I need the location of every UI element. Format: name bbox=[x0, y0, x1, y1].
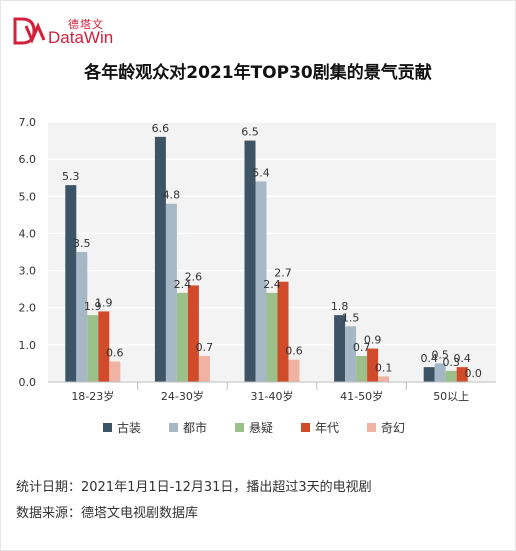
bar-古装-41-50岁 bbox=[334, 315, 346, 382]
data-label: 1.8 bbox=[331, 300, 349, 313]
bar-悬疑-31-40岁 bbox=[266, 292, 278, 382]
data-label: 6.5 bbox=[241, 126, 259, 139]
bar-都市-18-23岁 bbox=[76, 252, 88, 382]
data-label: 2.6 bbox=[185, 270, 203, 283]
bar-年代-31-40岁 bbox=[277, 281, 289, 382]
x-tick-label: 24-30岁 bbox=[161, 389, 204, 403]
y-tick-label: 7.0 bbox=[19, 116, 37, 129]
legend-label: 古装 bbox=[117, 420, 141, 435]
grid-layer bbox=[48, 121, 496, 383]
y-tick-label: 6.0 bbox=[19, 153, 37, 166]
bar-年代-41-50岁 bbox=[367, 348, 379, 382]
data-label: 2.4 bbox=[174, 278, 192, 291]
label-layer: 5.33.51.91.90.66.64.82.42.60.76.55.42.42… bbox=[62, 122, 482, 380]
datawin-logo-icon bbox=[13, 17, 46, 45]
logo-en-text: DataWin bbox=[48, 28, 114, 47]
x-tick-label: 41-50岁 bbox=[340, 389, 383, 403]
bar-悬疑-18-23岁 bbox=[87, 315, 99, 382]
data-label: 0.4 bbox=[420, 352, 438, 365]
bar-奇幻-41-50岁 bbox=[378, 376, 390, 382]
data-label: 0.7 bbox=[196, 341, 214, 354]
x-tick-label: 18-23岁 bbox=[71, 389, 114, 403]
data-label: 6.6 bbox=[152, 122, 170, 135]
bar-古装-50以上 bbox=[423, 367, 435, 382]
y-tick-label: 2.0 bbox=[19, 302, 37, 315]
bar-年代-18-23岁 bbox=[98, 311, 110, 382]
y-tick-label: 5.0 bbox=[19, 190, 37, 203]
footer-date-note: 统计日期：2021年1月1日-12月31日，播出超过3天的电视剧 bbox=[16, 480, 372, 495]
y-tick-label: 0.0 bbox=[19, 376, 37, 389]
legend-label: 都市 bbox=[183, 420, 207, 435]
bar-奇幻-31-40岁 bbox=[288, 359, 300, 382]
legend-label: 悬疑 bbox=[249, 420, 273, 435]
legend-swatch-古装 bbox=[103, 423, 112, 432]
legend-swatch-奇幻 bbox=[367, 423, 376, 432]
datawin-logo: 德塔文 DataWin bbox=[12, 14, 162, 50]
legend-swatch-都市 bbox=[169, 423, 178, 432]
x-tick-label: 31-40岁 bbox=[251, 389, 294, 403]
axis-layer: 0.0 1.0 2.0 3.0 4.0 5.0 6.0 7.0 18-23岁 24-30岁 31-4… bbox=[19, 116, 496, 403]
bar-chart: 5.33.51.91.90.66.64.82.42.60.76.55.42.42… bbox=[19, 116, 496, 435]
y-tick-label: 1.0 bbox=[19, 339, 37, 352]
data-label: 5.3 bbox=[62, 170, 80, 183]
bar-悬疑-41-50岁 bbox=[356, 356, 368, 382]
bar-悬疑-24-30岁 bbox=[176, 292, 188, 382]
bar-都市-31-40岁 bbox=[255, 181, 267, 382]
data-label: 0.7 bbox=[353, 341, 371, 354]
bar-都市-50以上 bbox=[434, 363, 446, 382]
legend-label: 年代 bbox=[315, 421, 339, 435]
data-label: 3.5 bbox=[73, 237, 91, 250]
legend-swatch-悬疑 bbox=[235, 423, 244, 432]
y-tick-label: 3.0 bbox=[19, 265, 37, 278]
data-label: 1.5 bbox=[342, 311, 360, 324]
data-label: 0.6 bbox=[285, 345, 303, 358]
data-label: 5.4 bbox=[252, 166, 270, 179]
legend-label: 奇幻 bbox=[381, 421, 405, 435]
bar-年代-50以上 bbox=[456, 367, 468, 382]
legend: 古装 都市 悬疑 年代 奇幻 bbox=[103, 420, 405, 435]
data-label: 0.4 bbox=[453, 352, 471, 365]
chart-title: 各年龄观众对2021年TOP30剧集的景气贡献 bbox=[84, 63, 432, 83]
bar-古装-24-30岁 bbox=[154, 136, 166, 382]
data-label: 0.9 bbox=[364, 334, 382, 347]
bar-悬疑-50以上 bbox=[445, 370, 457, 382]
data-label: 0.6 bbox=[106, 347, 124, 360]
footer-source-note: 数据来源：德塔文电视剧数据库 bbox=[16, 506, 199, 521]
bar-都市-24-30岁 bbox=[165, 203, 177, 382]
x-tick-label: 50以上 bbox=[433, 390, 469, 403]
y-tick-label: 4.0 bbox=[19, 227, 37, 240]
data-label: 1.9 bbox=[95, 296, 113, 309]
data-label: 4.8 bbox=[163, 189, 181, 202]
data-label: 2.4 bbox=[263, 278, 281, 291]
bar-年代-24-30岁 bbox=[187, 285, 199, 382]
data-label: 2.7 bbox=[274, 267, 292, 280]
bar-都市-41-50岁 bbox=[345, 326, 357, 382]
bar-古装-18-23岁 bbox=[65, 185, 77, 382]
data-label: 0.3 bbox=[442, 356, 460, 369]
bar-古装-31-40岁 bbox=[244, 140, 256, 382]
data-label: 1.9 bbox=[84, 300, 102, 313]
bar-layer bbox=[65, 136, 468, 382]
legend-swatch-年代 bbox=[301, 423, 310, 432]
bar-奇幻-24-30岁 bbox=[198, 356, 210, 382]
data-label: 0.5 bbox=[431, 348, 449, 361]
data-label: 0.0 bbox=[464, 367, 482, 380]
bar-奇幻-18-23岁 bbox=[109, 361, 121, 382]
data-label: 0.1 bbox=[375, 361, 393, 374]
logo-cn-text: 德塔文 bbox=[68, 18, 104, 31]
